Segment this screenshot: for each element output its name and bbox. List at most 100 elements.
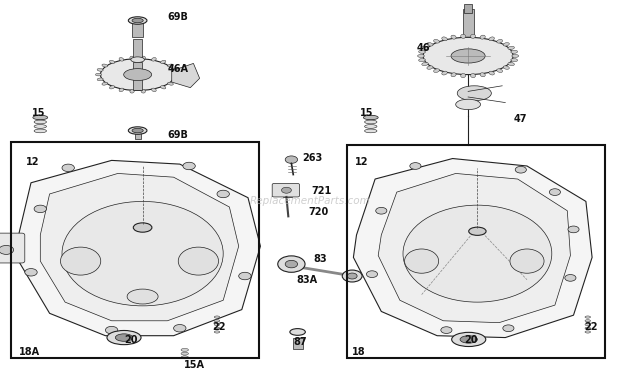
FancyBboxPatch shape: [293, 338, 303, 349]
Polygon shape: [353, 159, 592, 338]
Ellipse shape: [423, 37, 513, 75]
Ellipse shape: [128, 127, 147, 134]
Ellipse shape: [161, 86, 166, 89]
Text: 12: 12: [355, 157, 368, 167]
Ellipse shape: [167, 64, 174, 67]
Ellipse shape: [363, 115, 378, 120]
Circle shape: [239, 272, 251, 280]
Circle shape: [441, 327, 452, 333]
Ellipse shape: [141, 90, 146, 93]
Circle shape: [347, 273, 357, 279]
Ellipse shape: [132, 128, 143, 133]
Ellipse shape: [107, 330, 141, 345]
Polygon shape: [172, 63, 200, 88]
Text: 46: 46: [417, 43, 430, 53]
Ellipse shape: [461, 34, 466, 38]
Ellipse shape: [480, 35, 485, 39]
Text: 22: 22: [213, 323, 226, 332]
FancyBboxPatch shape: [135, 131, 141, 139]
Ellipse shape: [119, 88, 124, 92]
Ellipse shape: [110, 86, 115, 89]
Ellipse shape: [62, 201, 223, 306]
Text: 15: 15: [360, 108, 373, 117]
Ellipse shape: [512, 54, 518, 57]
FancyBboxPatch shape: [464, 4, 472, 13]
Ellipse shape: [151, 57, 156, 61]
Text: 46A: 46A: [167, 64, 188, 74]
Ellipse shape: [133, 223, 152, 232]
Ellipse shape: [34, 125, 46, 128]
Ellipse shape: [102, 64, 108, 67]
Ellipse shape: [433, 40, 440, 43]
Circle shape: [105, 326, 118, 334]
Ellipse shape: [508, 46, 515, 50]
Circle shape: [174, 325, 186, 332]
Ellipse shape: [179, 247, 219, 275]
Ellipse shape: [95, 73, 102, 76]
FancyBboxPatch shape: [133, 39, 142, 58]
Ellipse shape: [100, 59, 175, 90]
Text: 18A: 18A: [19, 348, 40, 357]
Ellipse shape: [132, 18, 143, 23]
Ellipse shape: [115, 334, 133, 341]
Ellipse shape: [365, 129, 377, 133]
Text: 720: 720: [309, 207, 329, 217]
Circle shape: [410, 163, 421, 169]
Ellipse shape: [480, 73, 485, 77]
Ellipse shape: [585, 331, 590, 333]
Ellipse shape: [456, 99, 480, 110]
Ellipse shape: [34, 116, 46, 119]
Ellipse shape: [151, 88, 156, 92]
Ellipse shape: [442, 37, 447, 41]
Ellipse shape: [131, 57, 144, 63]
Ellipse shape: [365, 125, 377, 128]
Text: 263: 263: [303, 153, 323, 163]
Text: 20: 20: [124, 335, 138, 345]
Text: 47: 47: [513, 115, 527, 124]
Text: 69B: 69B: [167, 131, 188, 140]
Circle shape: [183, 162, 195, 170]
Ellipse shape: [365, 120, 377, 124]
Ellipse shape: [458, 86, 491, 101]
Ellipse shape: [161, 60, 166, 63]
Ellipse shape: [585, 320, 590, 322]
Ellipse shape: [215, 327, 219, 329]
Circle shape: [0, 245, 14, 254]
Ellipse shape: [127, 289, 158, 304]
Ellipse shape: [451, 35, 456, 39]
Ellipse shape: [585, 327, 590, 329]
FancyBboxPatch shape: [133, 62, 142, 90]
Ellipse shape: [33, 115, 48, 120]
Ellipse shape: [123, 69, 151, 81]
Ellipse shape: [503, 66, 510, 69]
Text: 83: 83: [313, 254, 327, 264]
Ellipse shape: [489, 71, 494, 75]
Ellipse shape: [181, 356, 188, 359]
Ellipse shape: [174, 73, 180, 76]
Ellipse shape: [172, 78, 178, 81]
Ellipse shape: [128, 17, 147, 24]
Ellipse shape: [130, 90, 135, 93]
Ellipse shape: [404, 249, 439, 273]
Ellipse shape: [167, 82, 174, 85]
Ellipse shape: [433, 69, 440, 72]
Circle shape: [376, 207, 387, 214]
Circle shape: [549, 189, 560, 195]
Ellipse shape: [427, 66, 433, 69]
Ellipse shape: [427, 43, 433, 46]
Circle shape: [34, 205, 46, 213]
Ellipse shape: [471, 73, 476, 78]
Text: 87: 87: [293, 338, 307, 347]
Ellipse shape: [418, 59, 425, 62]
Polygon shape: [19, 160, 260, 336]
Ellipse shape: [503, 43, 510, 46]
Ellipse shape: [451, 73, 456, 77]
Circle shape: [285, 260, 298, 268]
Ellipse shape: [511, 50, 518, 53]
Ellipse shape: [141, 56, 146, 60]
Ellipse shape: [510, 249, 544, 273]
Circle shape: [515, 166, 526, 173]
Polygon shape: [378, 173, 570, 323]
Ellipse shape: [508, 62, 515, 66]
Polygon shape: [40, 173, 239, 321]
